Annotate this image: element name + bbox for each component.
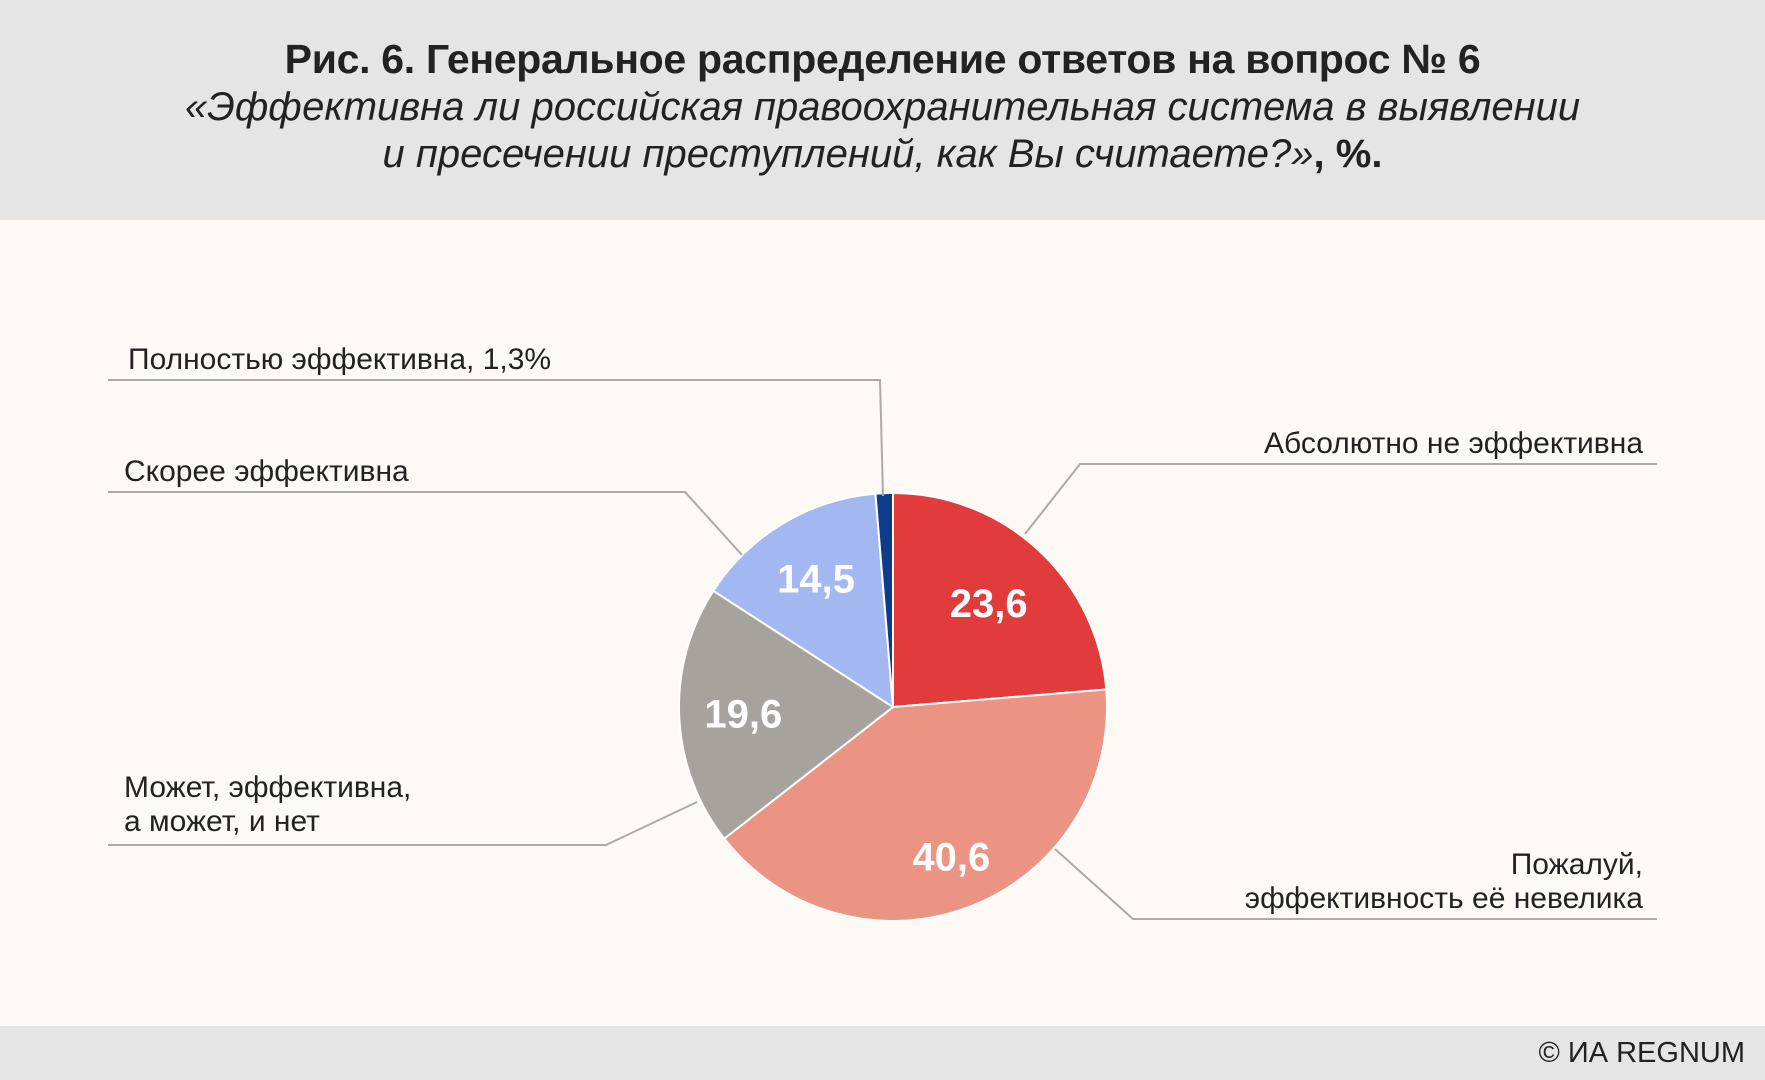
category-label-4: Полностью эффективна, 1,3% <box>128 343 551 376</box>
category-label-1-line-0: Пожалуй, <box>1511 848 1643 881</box>
leader-line-4 <box>108 379 884 497</box>
data-label-1: 40,6 <box>912 836 990 880</box>
chart-title: Рис. 6. Генеральное распределение ответо… <box>284 36 1481 82</box>
category-label-0: Абсолютно не эффективна <box>1264 427 1643 460</box>
pie-slice-3 <box>711 492 895 709</box>
leader-line-0 <box>1024 463 1657 535</box>
data-label-0: 23,6 <box>950 582 1028 626</box>
pie-slice-0 <box>892 491 1108 709</box>
leader-line-2 <box>108 801 698 846</box>
pie-chart: 23,6 40,6 19,6 14,5 Абсолютно не эффективна… <box>108 343 1657 922</box>
pie-slices <box>678 491 1108 922</box>
category-label-2-line-0: Может, эффективна, <box>124 771 411 804</box>
chart-subtitle: «Эффективна ли российская правоохранител… <box>0 84 1765 178</box>
category-label-1-line-1: эффективность её невелика <box>1245 882 1644 915</box>
leader-line-1 <box>1054 848 1657 920</box>
copyright-label: © ИА REGNUM <box>1538 1037 1745 1069</box>
footer: © ИА REGNUM <box>0 1026 1765 1080</box>
category-label-3: Скорее эффективна <box>124 455 409 488</box>
category-label-2-line-1: а может, и нет <box>124 805 320 838</box>
subtitle-line-1: «Эффективна ли российская правоохранител… <box>184 85 1581 129</box>
data-labels: 23,6 40,6 19,6 14,5 <box>704 557 1027 879</box>
data-label-2: 19,6 <box>704 693 782 737</box>
pie-slice-1 <box>722 688 1108 922</box>
chart-header: Рис. 6. Генеральное распределение ответо… <box>0 0 1765 220</box>
pie-slice-4 <box>874 491 894 708</box>
subtitle-line-2: и пресечении преступлений, как Вы считае… <box>0 131 1765 178</box>
leader-lines <box>108 379 1657 920</box>
pie-slice-2 <box>678 589 895 841</box>
subtitle-line-2-text: и пресечении преступлений, как Вы считае… <box>382 132 1314 176</box>
data-label-3: 14,5 <box>777 557 855 601</box>
leader-line-3 <box>108 491 743 556</box>
chart-area: 23,6 40,6 19,6 14,5 Абсолютно не эффективна… <box>0 220 1765 1026</box>
category-labels: Абсолютно не эффективна Пожалуй,эффективн… <box>124 343 1643 915</box>
unit-label: , %. <box>1313 132 1383 176</box>
